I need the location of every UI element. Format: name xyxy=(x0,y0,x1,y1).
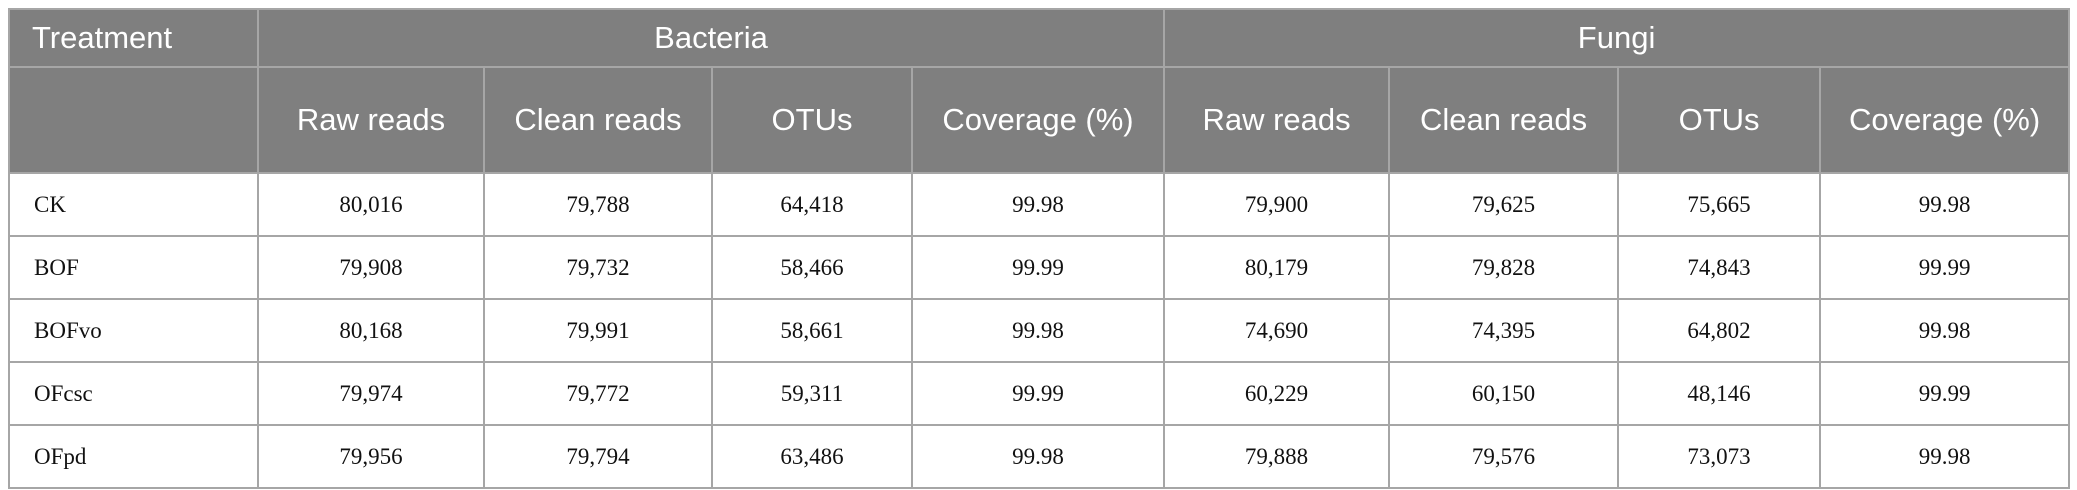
table-cell: 99.99 xyxy=(1819,361,2071,426)
row-label: BOF xyxy=(8,235,259,300)
table-cell: 79,576 xyxy=(1388,424,1620,489)
table-cell: 63,486 xyxy=(711,424,913,489)
table-cell: 80,016 xyxy=(257,172,485,237)
table-cell: 58,661 xyxy=(711,298,913,363)
table-body: CK 80,016 79,788 64,418 99.98 79,900 79,625 75,… xyxy=(8,172,2071,489)
table-cell: 79,794 xyxy=(483,424,713,489)
group-header-row: Treatment Bacteria Fungi xyxy=(8,8,2071,68)
table-cell: 99.99 xyxy=(910,235,1166,300)
table-cell: 79,900 xyxy=(1163,172,1391,237)
header-cell: OTUs xyxy=(711,66,913,174)
table-row: CK 80,016 79,788 64,418 99.98 79,900 79,625 75,… xyxy=(8,172,2071,237)
table-cell: 79,625 xyxy=(1388,172,1620,237)
table-cell: 59,311 xyxy=(711,361,913,426)
row-label: BOFvo xyxy=(8,298,259,363)
header-cell: Fungi xyxy=(1163,8,2071,68)
table-cell: 79,974 xyxy=(257,361,485,426)
table-cell: 73,073 xyxy=(1617,424,1822,489)
table-cell: 79,772 xyxy=(483,361,713,426)
table-cell: 60,229 xyxy=(1163,361,1391,426)
table-cell: 99.98 xyxy=(910,172,1166,237)
header-cell xyxy=(8,66,259,174)
table-cell: 99.99 xyxy=(1819,235,2071,300)
table-row: OFcsc 79,974 79,772 59,311 99.99 60,229 60,150… xyxy=(8,361,2071,426)
row-label: OFcsc xyxy=(8,361,259,426)
header-cell: Raw reads xyxy=(1163,66,1391,174)
sub-header-row: Raw reads Clean reads OTUs Coverage (%) Raw … xyxy=(8,66,2071,174)
table-cell: 79,956 xyxy=(257,424,485,489)
table-cell: 99.98 xyxy=(910,298,1166,363)
table-cell: 80,168 xyxy=(257,298,485,363)
table-cell: 79,888 xyxy=(1163,424,1391,489)
table-cell: 99.99 xyxy=(910,361,1166,426)
header-cell: Coverage (%) xyxy=(910,66,1166,174)
table-header: Treatment Bacteria Fungi Raw reads Clean … xyxy=(8,8,2071,174)
row-label: OFpd xyxy=(8,424,259,489)
table-cell: 74,690 xyxy=(1163,298,1391,363)
table-cell: 79,732 xyxy=(483,235,713,300)
table-container: Treatment Bacteria Fungi Raw reads Clean … xyxy=(8,8,2071,489)
table-row: OFpd 79,956 79,794 63,486 99.98 79,888 79,576 7… xyxy=(8,424,2071,489)
table-cell: 99.98 xyxy=(1819,424,2071,489)
table-cell: 58,466 xyxy=(711,235,913,300)
table-cell: 80,179 xyxy=(1163,235,1391,300)
table-row: BOFvo 80,168 79,991 58,661 99.98 74,690 74,395… xyxy=(8,298,2071,363)
table-row: BOF 79,908 79,732 58,466 99.99 80,179 79,828 74… xyxy=(8,235,2071,300)
table-cell: 60,150 xyxy=(1388,361,1620,426)
table-cell: 75,665 xyxy=(1617,172,1822,237)
table-cell: 99.98 xyxy=(1819,172,2071,237)
header-cell: Bacteria xyxy=(256,8,1166,68)
row-label: CK xyxy=(8,172,259,237)
header-cell: Treatment xyxy=(8,8,259,68)
header-cell: Coverage (%) xyxy=(1819,66,2071,174)
table-cell: 79,828 xyxy=(1388,235,1620,300)
table-cell: 48,146 xyxy=(1617,361,1822,426)
header-cell: Clean reads xyxy=(1388,66,1620,174)
table-cell: 64,418 xyxy=(711,172,913,237)
header-cell: Raw reads xyxy=(257,66,485,174)
data-table: Treatment Bacteria Fungi Raw reads Clean … xyxy=(8,8,2071,489)
table-cell: 79,908 xyxy=(257,235,485,300)
header-cell: OTUs xyxy=(1617,66,1822,174)
table-cell: 99.98 xyxy=(910,424,1166,489)
table-cell: 79,991 xyxy=(483,298,713,363)
header-cell: Clean reads xyxy=(483,66,713,174)
table-cell: 79,788 xyxy=(483,172,713,237)
table-cell: 64,802 xyxy=(1617,298,1822,363)
table-cell: 74,395 xyxy=(1388,298,1620,363)
table-cell: 74,843 xyxy=(1617,235,1822,300)
table-cell: 99.98 xyxy=(1819,298,2071,363)
